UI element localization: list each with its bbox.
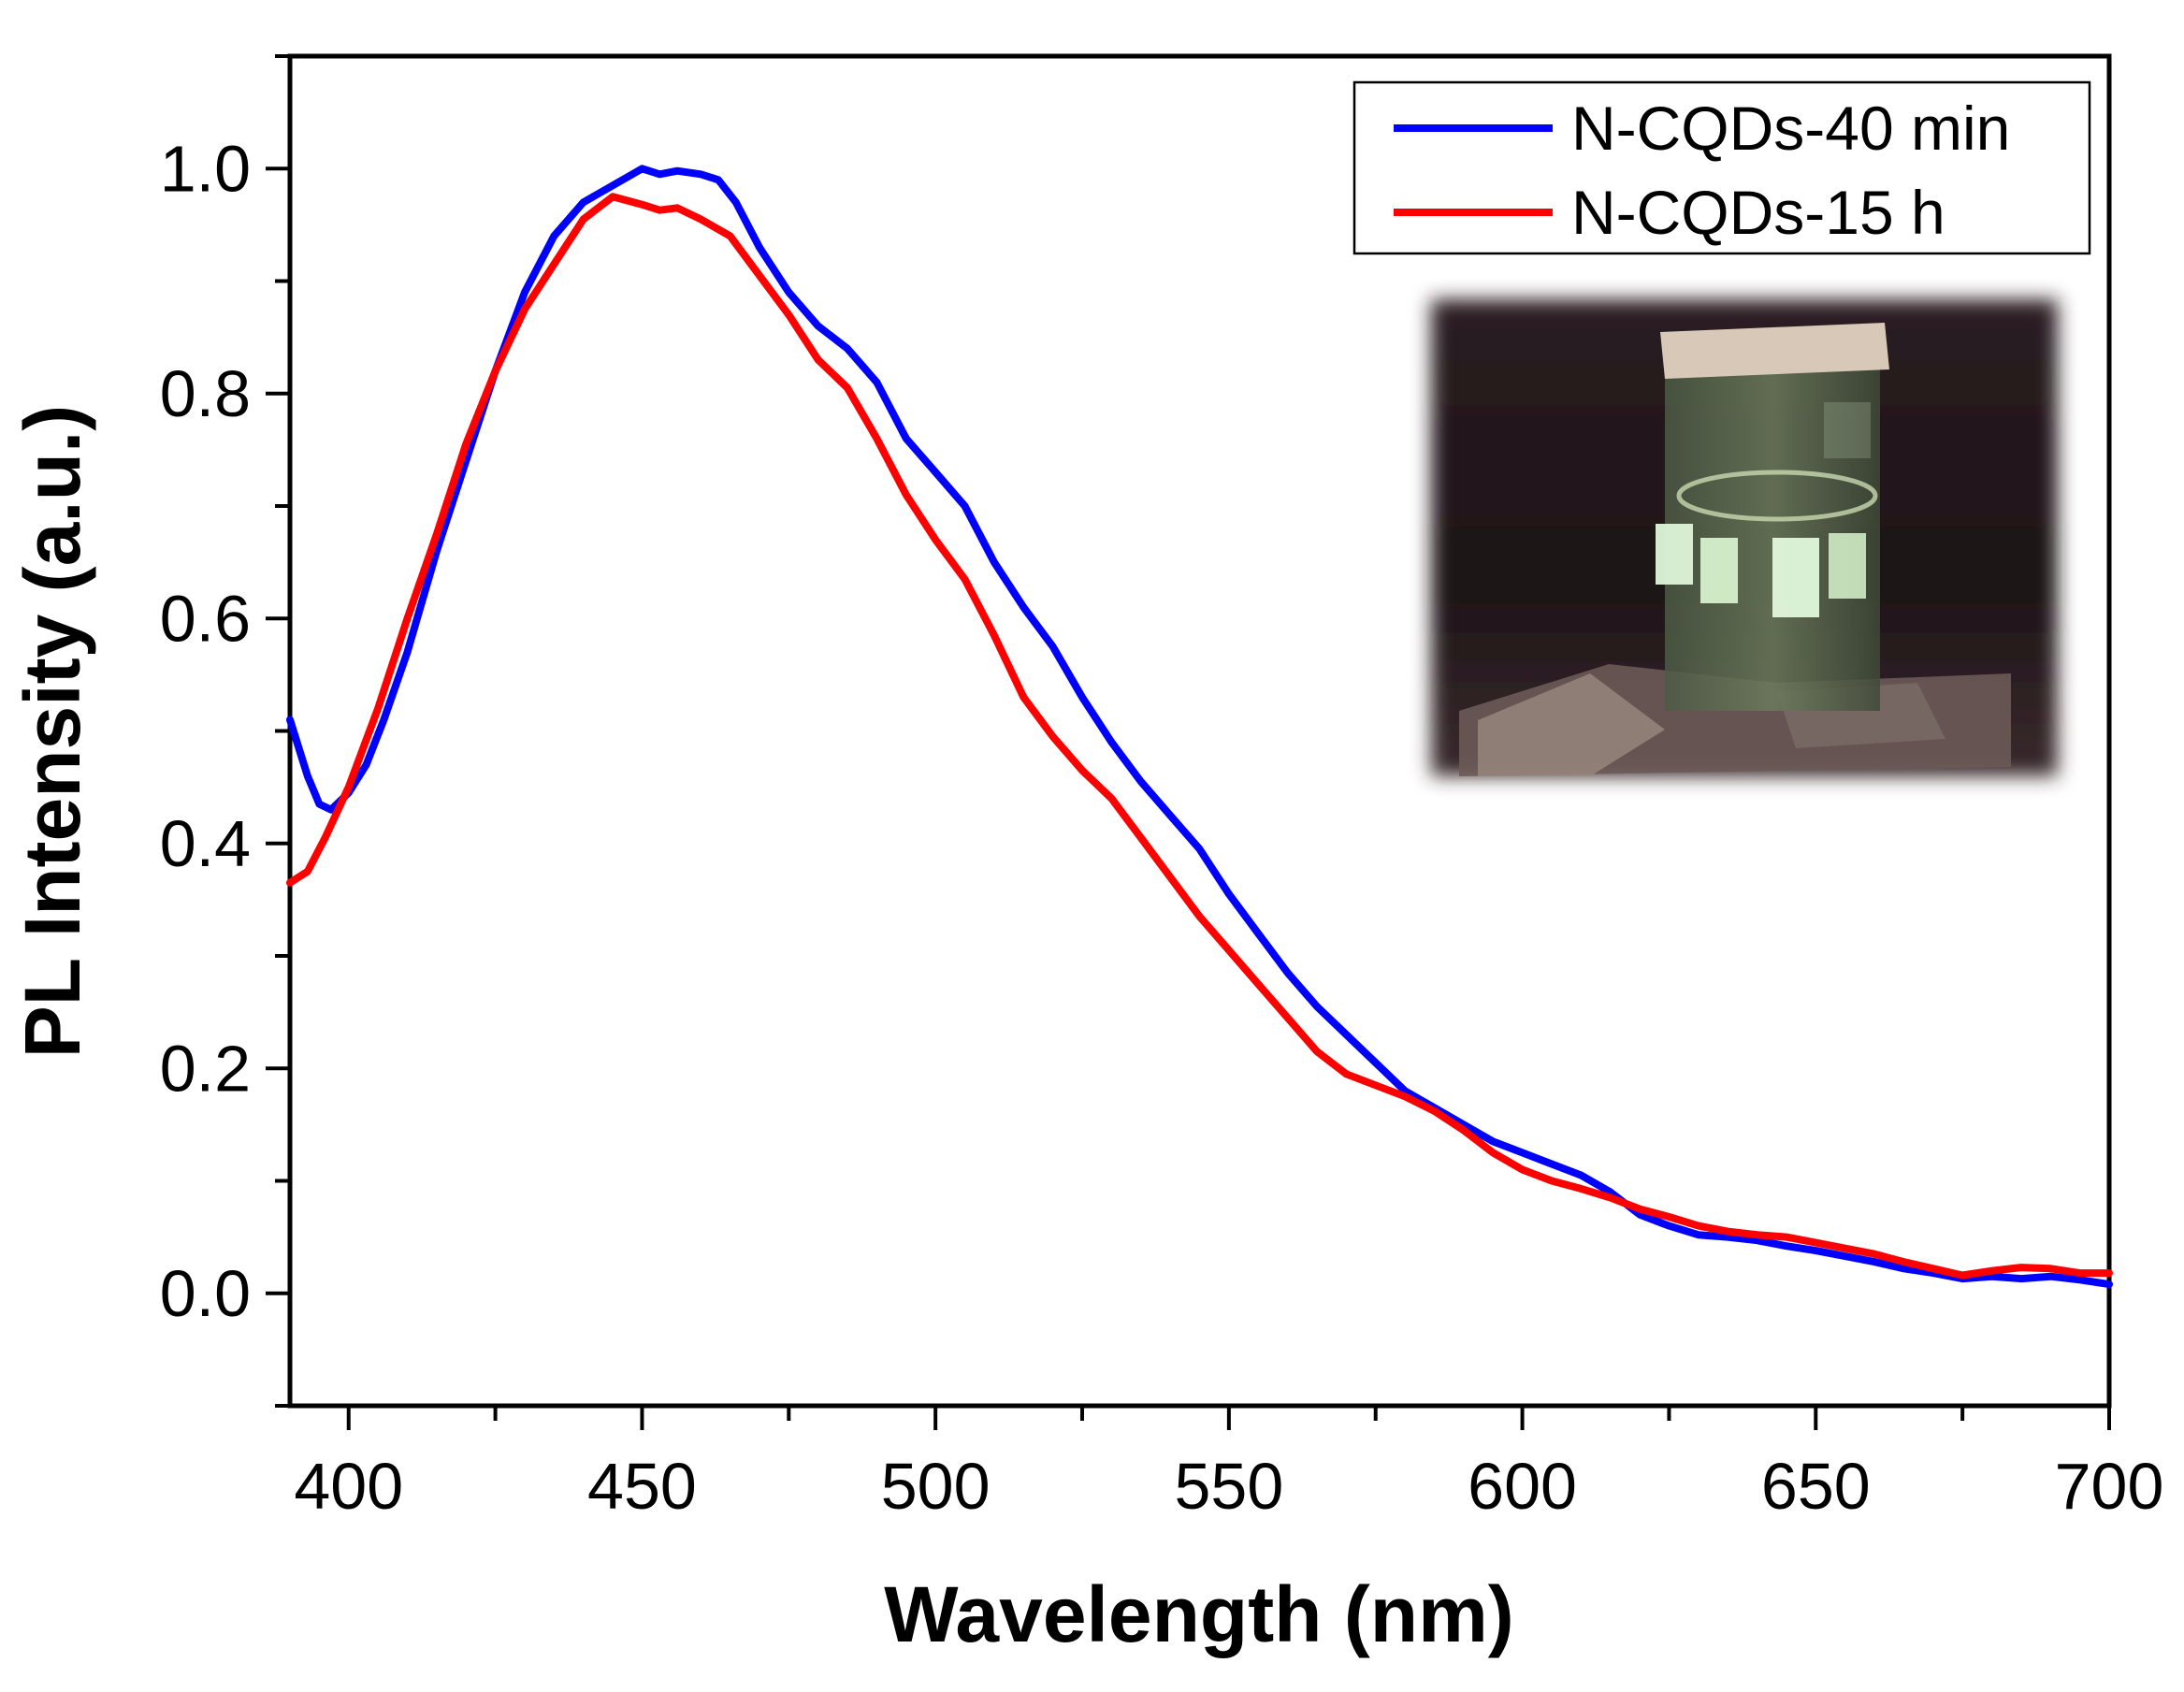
y-tick-label: 1.0 [160,132,251,205]
series-line-40min [286,165,2113,1289]
x-tick-label: 450 [587,1450,697,1523]
y-tick-label: 0.2 [160,1032,251,1105]
inset-photo [1431,299,2058,776]
legend: N-CQDs-40 min N-CQDs-15 h [1352,80,2091,255]
x-tick-label: 650 [1761,1450,1871,1523]
legend-label-40min: N-CQDs-40 min [1571,94,2010,163]
y-tick-label: 0.8 [160,357,251,430]
x-axis-ticks: 400 450 500 550 600 650 700 [294,1406,2163,1523]
series-line-15h [286,193,2113,1280]
x-axis-title: Wavelength (nm) [884,1570,1514,1658]
legend-label-15h: N-CQDs-15 h [1571,178,1945,247]
y-tick-label: 0.6 [160,582,251,655]
y-axis-title: PL Intensity (a.u.) [8,405,96,1059]
series-layer [286,165,2113,1289]
y-tick-label: 0.0 [160,1257,251,1330]
y-tick-label: 0.4 [160,807,251,880]
legend-box [1352,80,2091,255]
x-tick-label: 550 [1174,1450,1283,1523]
x-tick-label: 400 [294,1450,403,1523]
x-tick-label: 700 [2055,1450,2164,1523]
x-tick-label: 500 [881,1450,991,1523]
y-axis-ticks: 0.0 0.2 0.4 0.6 0.8 1.0 [160,54,290,1408]
x-tick-label: 600 [1468,1450,1577,1523]
cuvette [1665,346,1880,711]
